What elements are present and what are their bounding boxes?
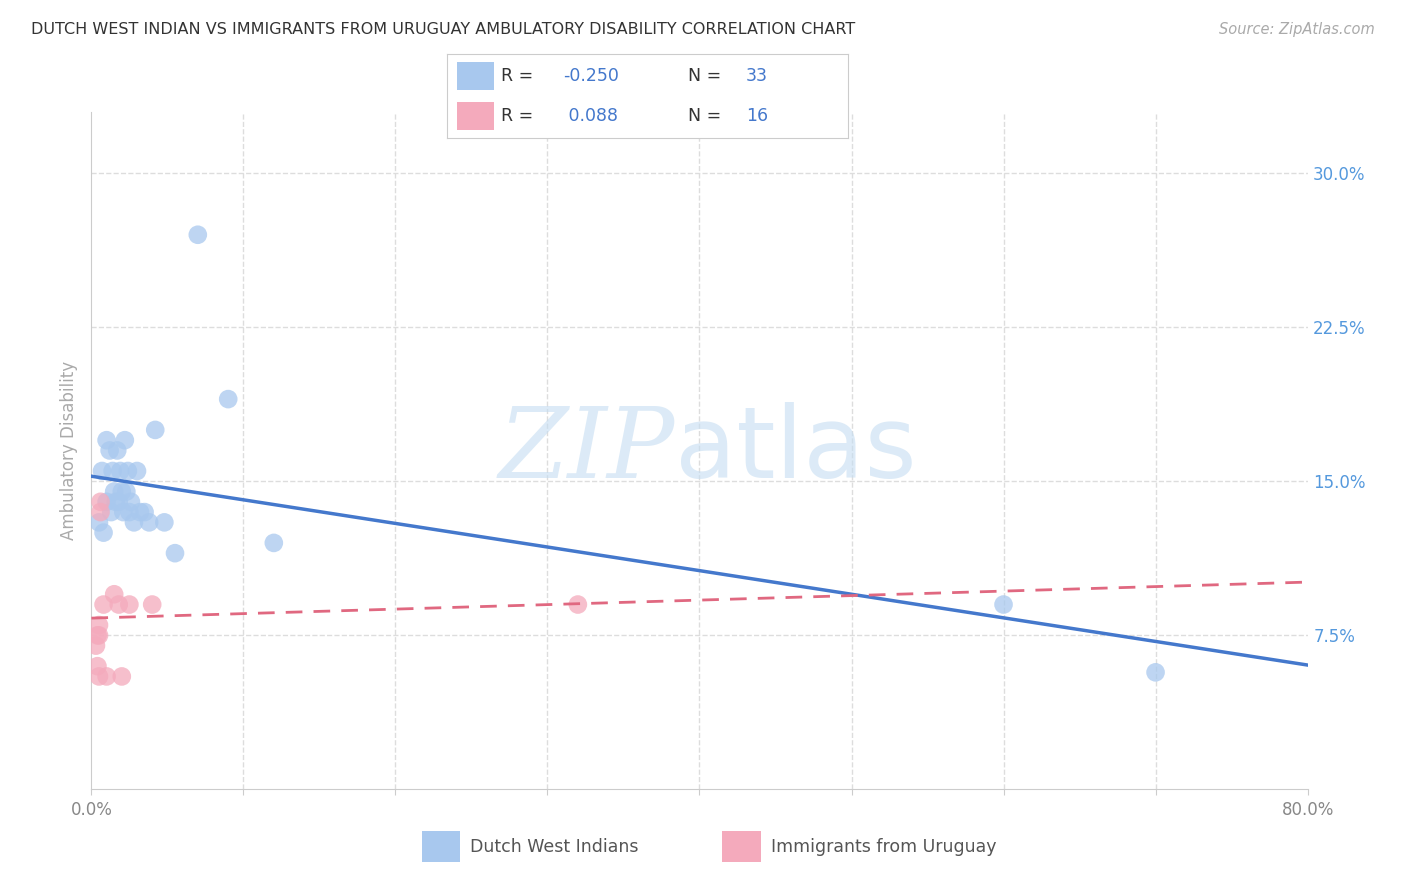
Point	[96, 669, 118, 683]
Point	[112, 505, 135, 519]
Text: -0.250: -0.250	[564, 67, 619, 85]
Text: R =: R =	[501, 67, 533, 85]
Point	[89, 505, 111, 519]
Point	[117, 464, 139, 478]
Point	[114, 433, 136, 447]
Point	[138, 516, 160, 530]
Point	[993, 598, 1015, 612]
Point	[87, 628, 110, 642]
Point	[111, 669, 134, 683]
Point	[153, 516, 176, 530]
Point	[107, 495, 129, 509]
Point	[84, 639, 107, 653]
Point	[129, 505, 152, 519]
Point	[93, 525, 115, 540]
Point	[86, 659, 108, 673]
Point	[89, 495, 111, 509]
Point	[122, 516, 145, 530]
Text: atlas: atlas	[675, 402, 917, 499]
Text: 33: 33	[745, 67, 768, 85]
Point	[101, 464, 124, 478]
Point	[98, 443, 121, 458]
Point	[87, 618, 110, 632]
Point	[115, 484, 138, 499]
Point	[103, 484, 125, 499]
FancyBboxPatch shape	[457, 102, 494, 130]
Text: 0.088: 0.088	[564, 107, 619, 125]
Point	[143, 423, 166, 437]
Point	[96, 433, 118, 447]
Point	[163, 546, 186, 560]
Point	[217, 392, 239, 406]
Text: ZIP: ZIP	[499, 403, 675, 498]
Point	[118, 598, 141, 612]
Point	[86, 628, 108, 642]
Point	[87, 516, 110, 530]
Text: Immigrants from Uruguay: Immigrants from Uruguay	[770, 838, 997, 855]
Point	[105, 443, 128, 458]
Text: N =: N =	[688, 67, 721, 85]
Y-axis label: Ambulatory Disability: Ambulatory Disability	[59, 361, 77, 540]
Point	[107, 598, 129, 612]
Point	[125, 464, 148, 478]
Point	[120, 495, 142, 509]
Point	[110, 464, 132, 478]
Text: Dutch West Indians: Dutch West Indians	[470, 838, 638, 855]
Point	[104, 495, 127, 509]
Text: R =: R =	[501, 107, 533, 125]
FancyBboxPatch shape	[422, 831, 461, 862]
Point	[103, 587, 125, 601]
FancyBboxPatch shape	[457, 62, 494, 90]
Point	[93, 598, 115, 612]
Point	[134, 505, 156, 519]
Point	[1144, 665, 1167, 680]
Text: N =: N =	[688, 107, 721, 125]
Point	[87, 669, 110, 683]
Point	[141, 598, 163, 612]
Point	[100, 505, 122, 519]
Point	[96, 495, 118, 509]
Point	[567, 598, 589, 612]
Text: Source: ZipAtlas.com: Source: ZipAtlas.com	[1219, 22, 1375, 37]
Text: DUTCH WEST INDIAN VS IMMIGRANTS FROM URUGUAY AMBULATORY DISABILITY CORRELATION C: DUTCH WEST INDIAN VS IMMIGRANTS FROM URU…	[31, 22, 855, 37]
Point	[263, 536, 285, 550]
Point	[111, 484, 134, 499]
FancyBboxPatch shape	[723, 831, 761, 862]
Text: 16: 16	[745, 107, 768, 125]
Point	[187, 227, 209, 242]
Point	[118, 505, 141, 519]
Point	[91, 464, 114, 478]
